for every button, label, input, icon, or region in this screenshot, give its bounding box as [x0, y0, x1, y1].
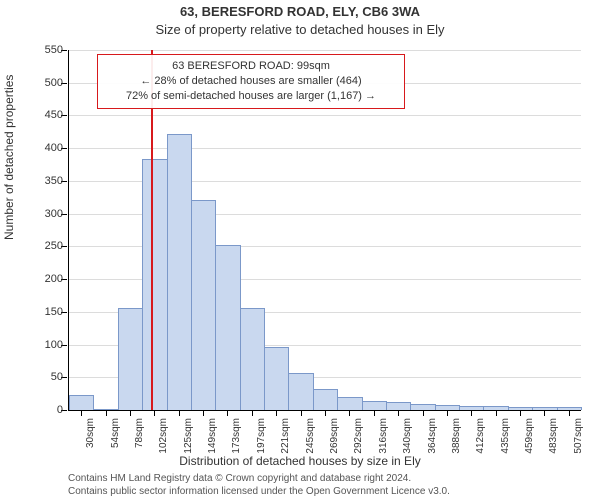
y-tick-label: 250	[23, 240, 63, 252]
histogram-bar	[386, 402, 411, 410]
info-box-line: ← 28% of detached houses are smaller (46…	[106, 74, 396, 89]
x-tick	[374, 410, 375, 416]
histogram-plot: 05010015020025030035040045050055030sqm54…	[68, 50, 581, 411]
y-tick-label: 100	[23, 339, 63, 351]
x-tick	[544, 410, 545, 416]
x-tick-label: 459sqm	[524, 418, 535, 454]
y-tick-label: 550	[23, 44, 63, 56]
x-tick	[496, 410, 497, 416]
x-tick	[325, 410, 326, 416]
x-tick-label: 364sqm	[427, 418, 438, 454]
footer-line: Contains public sector information licen…	[68, 486, 588, 499]
y-tick-label: 200	[23, 273, 63, 285]
x-tick-label: 221sqm	[280, 418, 291, 454]
histogram-bar	[240, 308, 265, 410]
x-tick	[227, 410, 228, 416]
x-tick-label: 316sqm	[378, 418, 389, 454]
histogram-bar	[167, 134, 192, 410]
gridline	[69, 148, 581, 149]
gridline	[69, 115, 581, 116]
x-tick-label: 173sqm	[231, 418, 242, 454]
attribution-footer: Contains HM Land Registry data © Crown c…	[68, 473, 588, 498]
info-box-line: 63 BERESFORD ROAD: 99sqm	[106, 59, 396, 74]
footer-line: Contains HM Land Registry data © Crown c…	[68, 473, 588, 486]
x-tick-label: 292sqm	[353, 418, 364, 454]
x-tick	[276, 410, 277, 416]
histogram-bar	[69, 395, 94, 410]
page-title: 63, BERESFORD ROAD, ELY, CB6 3WA	[0, 4, 600, 19]
x-tick	[154, 410, 155, 416]
y-tick-label: 500	[23, 77, 63, 89]
x-tick-label: 412sqm	[475, 418, 486, 454]
x-tick-label: 388sqm	[451, 418, 462, 454]
x-tick	[81, 410, 82, 416]
x-tick-label: 507sqm	[573, 418, 584, 454]
chart-subtitle: Size of property relative to detached ho…	[0, 22, 600, 37]
x-tick	[130, 410, 131, 416]
x-tick	[179, 410, 180, 416]
x-tick-label: 149sqm	[207, 418, 218, 454]
x-tick-label: 269sqm	[329, 418, 340, 454]
x-tick-label: 125sqm	[183, 418, 194, 454]
y-tick-label: 450	[23, 109, 63, 121]
x-tick	[301, 410, 302, 416]
y-tick-label: 400	[23, 142, 63, 154]
x-tick	[520, 410, 521, 416]
histogram-bar	[142, 159, 167, 410]
histogram-bar	[337, 397, 362, 410]
y-tick-label: 350	[23, 175, 63, 187]
x-tick-label: 340sqm	[402, 418, 413, 454]
x-tick-label: 30sqm	[85, 418, 96, 448]
x-tick	[423, 410, 424, 416]
x-tick	[203, 410, 204, 416]
x-tick-label: 435sqm	[500, 418, 511, 454]
gridline	[69, 50, 581, 51]
marker-info-box: 63 BERESFORD ROAD: 99sqm← 28% of detache…	[97, 54, 405, 109]
y-tick-label: 300	[23, 208, 63, 220]
x-tick	[349, 410, 350, 416]
y-axis-label: Number of detached properties	[2, 75, 16, 240]
x-tick	[252, 410, 253, 416]
x-tick	[447, 410, 448, 416]
x-tick	[398, 410, 399, 416]
x-tick-label: 197sqm	[256, 418, 267, 454]
y-tick-label: 150	[23, 306, 63, 318]
histogram-bar	[362, 401, 387, 410]
y-tick-label: 50	[23, 371, 63, 383]
histogram-bar	[118, 308, 143, 410]
y-tick-label: 0	[23, 404, 63, 416]
histogram-bar	[264, 347, 289, 410]
histogram-bar	[288, 373, 313, 410]
x-tick-label: 78sqm	[134, 418, 145, 448]
x-tick	[106, 410, 107, 416]
x-tick-label: 54sqm	[110, 418, 121, 448]
histogram-bar	[313, 389, 338, 410]
histogram-bar	[215, 245, 240, 410]
histogram-bar	[191, 200, 216, 410]
x-tick-label: 483sqm	[548, 418, 559, 454]
x-tick-label: 245sqm	[305, 418, 316, 454]
x-tick-label: 102sqm	[158, 418, 169, 454]
x-tick	[569, 410, 570, 416]
x-axis-label: Distribution of detached houses by size …	[0, 454, 600, 468]
x-tick	[471, 410, 472, 416]
info-box-line: 72% of semi-detached houses are larger (…	[106, 89, 396, 104]
